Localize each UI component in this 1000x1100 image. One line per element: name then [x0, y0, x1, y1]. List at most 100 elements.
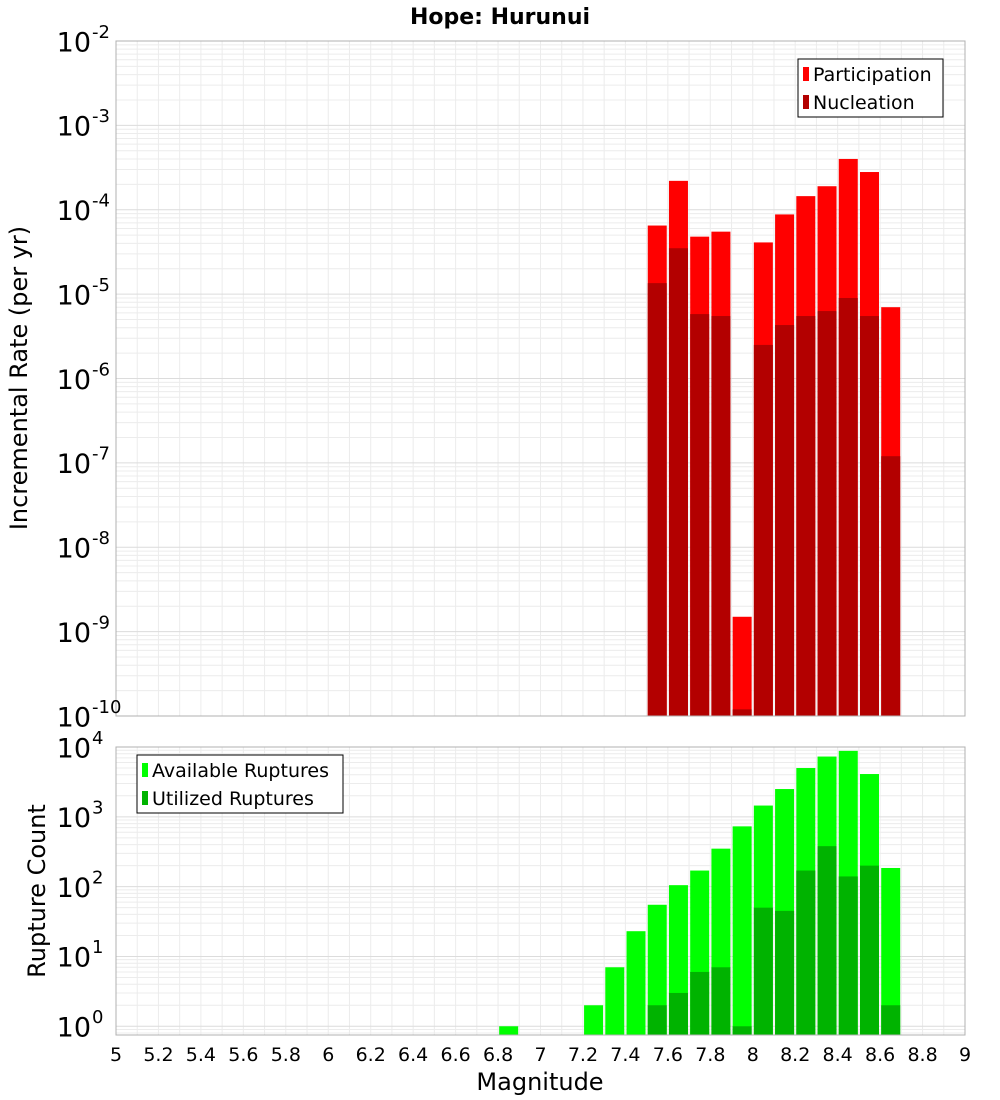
- available-ruptures-bar: [881, 867, 901, 1035]
- participation-bar: [732, 616, 752, 716]
- legend-swatch: [142, 763, 148, 777]
- utilized-ruptures-bar: [690, 971, 710, 1035]
- legend-swatch: [142, 791, 148, 805]
- y-tick-exponent: -7: [92, 444, 110, 465]
- legend-box: [136, 754, 344, 814]
- bottom-plot-border: [115, 746, 966, 1036]
- utilized-ruptures-bar: [753, 907, 773, 1035]
- y-tick-exponent: 4: [92, 728, 103, 749]
- x-tick-label: 8.6: [865, 1044, 895, 1066]
- y-tick-base: 10: [57, 943, 91, 974]
- y-tick-base: 10: [57, 803, 91, 834]
- y-tick-base: 10: [57, 449, 91, 480]
- top-bars: [647, 158, 901, 717]
- legend-label: Utilized Ruptures: [152, 788, 314, 810]
- nucleation-bar: [732, 709, 752, 716]
- nucleation-bar: [881, 456, 901, 716]
- x-tick-label: 6.8: [483, 1044, 513, 1066]
- y-tick-exponent: -4: [92, 191, 110, 212]
- available-ruptures-bar: [647, 904, 667, 1035]
- nucleation-bar: [711, 316, 731, 716]
- y-tick-base: 10: [57, 27, 91, 58]
- available-ruptures-bar: [584, 1005, 604, 1035]
- available-ruptures-bar: [732, 826, 752, 1035]
- x-tick-label: 8.8: [907, 1044, 937, 1066]
- utilized-ruptures-bar: [711, 967, 731, 1035]
- y-tick-base: 10: [57, 365, 91, 396]
- x-tick-label: 7.8: [695, 1044, 725, 1066]
- x-tick-label: 6.2: [356, 1044, 386, 1066]
- nucleation-bar: [775, 325, 795, 716]
- utilized-ruptures-bar: [838, 876, 858, 1035]
- y-tick-exponent: -3: [92, 106, 110, 127]
- y-tick-exponent: -2: [92, 22, 110, 43]
- y-tick-exponent: -10: [92, 697, 121, 718]
- nucleation-bar: [753, 344, 773, 716]
- y-tick-exponent: 0: [92, 1007, 103, 1028]
- y-tick-exponent: 2: [92, 867, 103, 888]
- x-tick-label: 6: [322, 1044, 334, 1066]
- nucleation-bar: [859, 316, 879, 716]
- x-tick-label: 6.6: [440, 1044, 470, 1066]
- nucleation-bar: [817, 311, 837, 716]
- y-tick-base: 10: [57, 196, 91, 227]
- x-tick-label: 8.2: [780, 1044, 810, 1066]
- x-tick-label: 8: [747, 1044, 759, 1066]
- y-tick-base: 10: [57, 280, 91, 311]
- nucleation-bar: [690, 314, 710, 716]
- x-tick-label: 7.6: [653, 1044, 683, 1066]
- utilized-ruptures-bar: [796, 870, 816, 1035]
- available-ruptures-bar: [626, 931, 646, 1035]
- bottom-y-axis-label: Rupture Count: [23, 804, 51, 978]
- utilized-ruptures-bar: [647, 1005, 667, 1035]
- utilized-ruptures-bar: [732, 1026, 752, 1035]
- utilized-ruptures-bar: [775, 910, 795, 1035]
- legend-label: Available Ruptures: [152, 760, 329, 782]
- chart-title: Hope: Hurunui: [410, 5, 590, 30]
- y-tick-exponent: -8: [92, 528, 110, 549]
- y-tick-base: 10: [57, 702, 91, 733]
- nucleation-bar: [838, 297, 858, 716]
- y-tick-exponent: -9: [92, 612, 110, 633]
- top-legend: Participation Nucleation: [797, 58, 944, 118]
- legend-label: Participation: [813, 64, 932, 86]
- x-tick-label: 5.4: [186, 1044, 216, 1066]
- top-plot-border: [115, 40, 966, 717]
- y-tick-exponent: 1: [92, 937, 103, 958]
- y-tick-base: 10: [57, 112, 91, 143]
- x-axis-label: Magnitude: [476, 1068, 603, 1096]
- y-tick-base: 10: [57, 1013, 91, 1044]
- legend-swatch: [803, 67, 809, 81]
- y-tick-exponent: -5: [92, 275, 110, 296]
- y-tick-exponent: 3: [92, 798, 103, 819]
- legend-box: [797, 58, 944, 118]
- bottom-legend: Available Ruptures Utilized Ruptures: [136, 754, 344, 814]
- utilized-ruptures-bar: [668, 992, 688, 1035]
- nucleation-bar: [796, 316, 816, 716]
- x-tick-labels: 5 5.2 5.4 5.6 5.8 6 6.2 6.4 6.6 6.8 7 7.2 7.4 7.6 7.8 8…: [110, 1044, 971, 1066]
- nucleation-bar: [647, 283, 667, 716]
- x-tick-label: 5.8: [271, 1044, 301, 1066]
- top-grid: [115, 40, 966, 717]
- utilized-ruptures-bar: [881, 1005, 901, 1035]
- x-tick-label: 5.2: [143, 1044, 173, 1066]
- y-tick-base: 10: [57, 733, 91, 764]
- y-tick-exponent: -6: [92, 359, 110, 380]
- nucleation-bar: [668, 248, 688, 717]
- x-tick-label: 7.2: [568, 1044, 598, 1066]
- legend-label: Nucleation: [813, 92, 915, 114]
- x-tick-label: 7.4: [610, 1044, 640, 1066]
- legend-swatch: [803, 95, 809, 109]
- y-tick-base: 10: [57, 873, 91, 904]
- available-ruptures-bar: [605, 967, 625, 1035]
- available-ruptures-bar: [499, 1026, 519, 1035]
- top-y-axis-label: Incremental Rate (per yr): [5, 226, 33, 530]
- x-tick-label: 5.6: [228, 1044, 258, 1066]
- bottom-bars: [499, 750, 901, 1035]
- x-tick-label: 7: [534, 1044, 546, 1066]
- x-tick-label: 6.4: [398, 1044, 428, 1066]
